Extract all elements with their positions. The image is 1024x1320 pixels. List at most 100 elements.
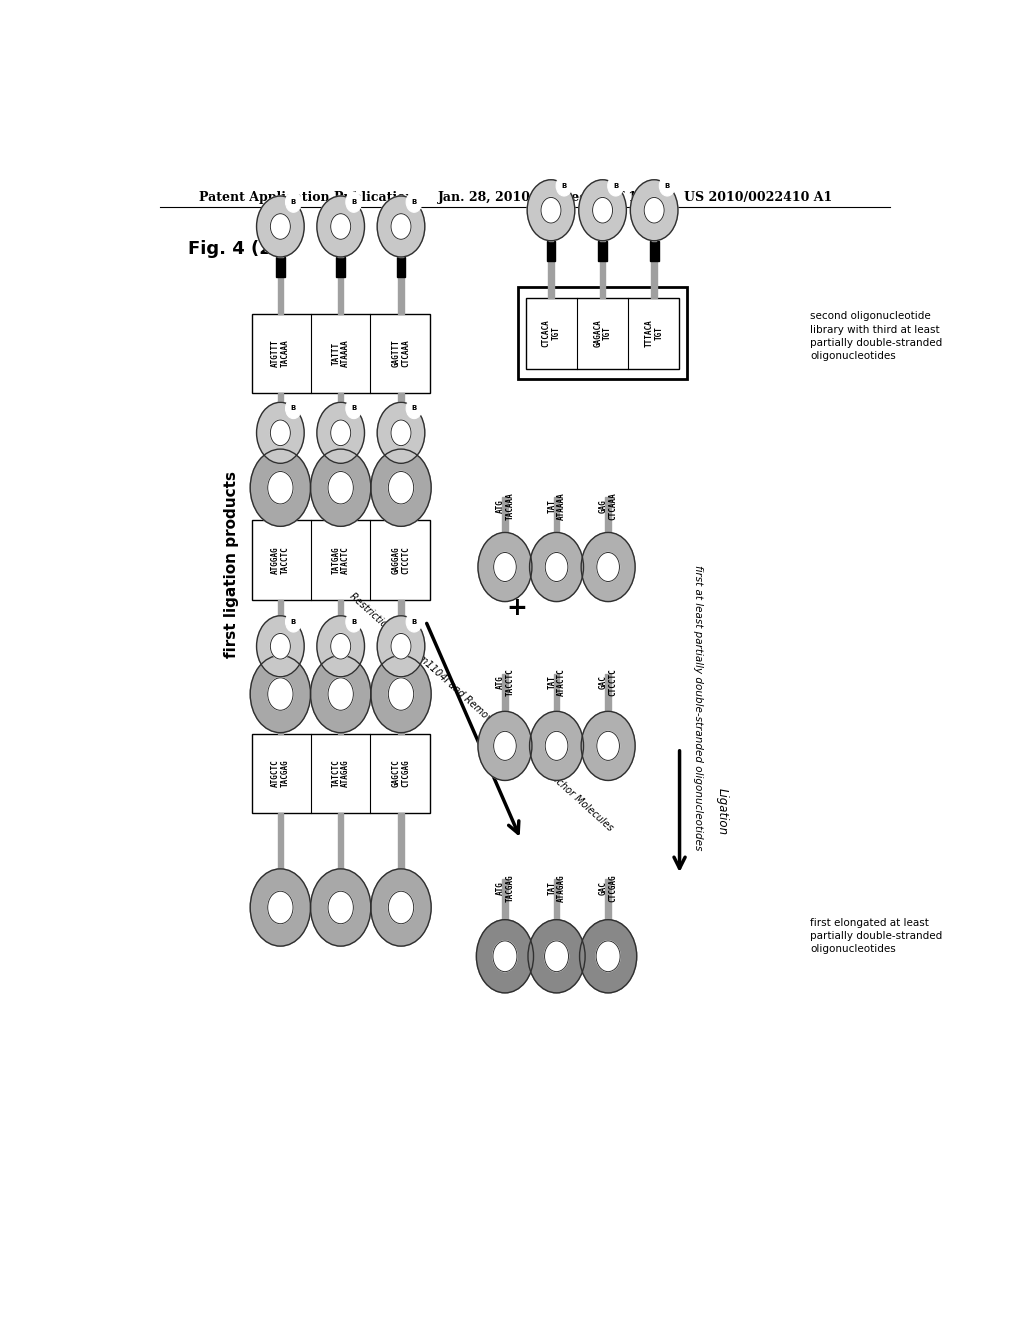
Text: ATG
TACGAG: ATG TACGAG [496,874,514,902]
Circle shape [257,195,304,257]
Circle shape [270,420,291,446]
Text: GAG
CTCAAA: GAG CTCAAA [599,492,617,520]
Text: TTTACA
TGT: TTTACA TGT [645,319,664,347]
Circle shape [377,195,425,257]
Text: B: B [291,405,296,412]
Bar [518,288,687,379]
Bar [396,257,406,277]
Circle shape [493,941,517,972]
Text: TAT
ATACTC: TAT ATACTC [548,669,565,697]
Circle shape [270,634,291,659]
Text: +: + [507,595,527,619]
Bar [279,242,283,257]
Bar [554,879,559,920]
Circle shape [407,611,422,632]
Circle shape [597,731,620,760]
Text: Jan. 28, 2010: Jan. 28, 2010 [437,191,530,203]
Bar [398,599,403,656]
Circle shape [286,191,301,213]
Text: CTCACA
TGT: CTCACA TGT [542,319,560,347]
Text: first elongated at least
partially double-stranded
oligonucleotides: first elongated at least partially doubl… [811,917,943,954]
Bar [547,240,555,261]
Bar [554,496,559,532]
Bar [278,483,284,520]
Bar [339,447,343,463]
Bar [650,240,658,261]
Text: first at least partially double-stranded oligonucleotides: first at least partially double-stranded… [693,565,702,850]
Circle shape [257,403,304,463]
Bar [338,393,343,449]
Bar [278,393,284,449]
Circle shape [388,678,414,710]
Circle shape [316,616,365,677]
Text: ATGCTC
TACGAG: ATGCTC TACGAG [271,759,290,787]
Text: B: B [412,199,417,205]
Text: Fig. 4 (2): Fig. 4 (2) [187,240,280,257]
Circle shape [270,214,291,239]
Circle shape [250,656,310,733]
Circle shape [257,616,304,677]
Circle shape [310,656,371,733]
Circle shape [579,180,627,240]
Circle shape [631,180,678,240]
Circle shape [371,449,431,527]
Circle shape [316,403,365,463]
Bar [279,661,283,677]
Text: Sheet 9 of 12: Sheet 9 of 12 [553,191,645,203]
Bar [396,677,406,697]
Bar [502,496,508,532]
Bar [338,599,343,656]
Circle shape [556,176,572,195]
Circle shape [391,420,411,446]
Bar [600,226,605,240]
Bar [276,677,285,697]
Bar [396,463,406,483]
Bar [338,813,343,869]
Bar [398,277,403,314]
Bar [598,240,607,261]
Circle shape [494,553,516,582]
Text: B: B [291,199,296,205]
Circle shape [593,198,612,223]
Circle shape [388,891,414,924]
Bar [278,599,284,656]
Circle shape [597,553,620,582]
Circle shape [328,471,353,504]
Circle shape [310,869,371,946]
Bar [398,447,403,463]
Text: GAGCTC
CTCGAG: GAGCTC CTCGAG [392,759,411,787]
Circle shape [644,198,665,223]
Circle shape [250,449,310,527]
Circle shape [580,920,637,993]
Circle shape [286,399,301,418]
Text: US 2010/0022410 A1: US 2010/0022410 A1 [684,191,831,203]
Text: ATG
TACAAA: ATG TACAAA [496,492,514,520]
Bar [549,226,553,240]
Circle shape [328,678,353,710]
Circle shape [528,920,585,993]
Bar [398,813,403,869]
Circle shape [310,449,371,527]
Bar [502,879,508,920]
Bar [336,257,345,277]
Circle shape [267,678,293,710]
Bar [252,520,430,599]
Bar [339,242,343,257]
Bar [279,447,283,463]
Bar [605,673,611,711]
Bar [554,673,559,711]
Circle shape [346,191,361,213]
Text: TATGAG
ATACTC: TATGAG ATACTC [332,546,350,574]
Bar [398,483,403,520]
Circle shape [267,891,293,924]
Text: GAGGAG
CTCCTC: GAGGAG CTCCTC [392,546,411,574]
Circle shape [316,195,365,257]
Text: second oligonucleotide
library with third at least
partially double-stranded
oli: second oligonucleotide library with thir… [811,312,943,362]
Circle shape [371,869,431,946]
Circle shape [407,191,422,213]
Text: GAC
CTCCTC: GAC CTCCTC [599,669,617,697]
Text: first ligation products: first ligation products [223,471,239,659]
Text: ATGGAG
TACCTC: ATGGAG TACCTC [271,546,290,574]
Circle shape [478,711,531,780]
Bar [276,463,285,483]
